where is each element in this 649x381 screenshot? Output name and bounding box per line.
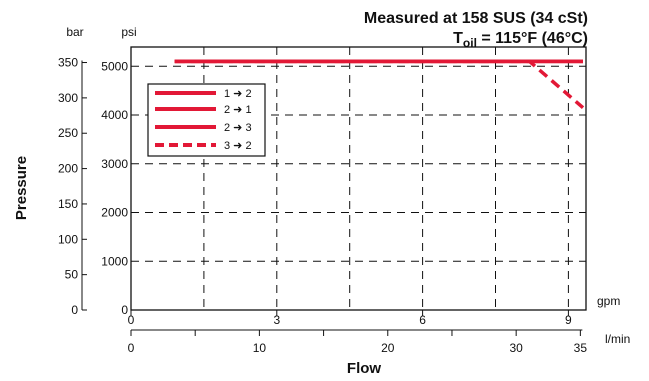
y-axis-title: Pressure — [13, 156, 30, 220]
lpm-unit-label: l/min — [605, 332, 630, 346]
title-line2-subscript: oil — [463, 36, 477, 50]
gpm-tick-label-0: 0 — [128, 313, 135, 327]
lpm-tick-label-20: 20 — [381, 341, 395, 355]
title-line2-prefix: T — [453, 30, 463, 47]
legend-box — [147, 83, 266, 157]
lpm-tick-label-30: 30 — [509, 341, 523, 355]
lpm-tick-label-35: 35 — [574, 341, 588, 355]
title-line2-rest: = 115°F (46°C) — [477, 30, 588, 47]
lpm-tick-label-10: 10 — [253, 341, 267, 355]
gpm-unit-label: gpm — [597, 294, 620, 308]
psi-tick-label-3000: 3000 — [101, 157, 128, 171]
psi-tick-label-5000: 5000 — [101, 59, 128, 73]
plot-frame — [130, 46, 587, 311]
bar-tick-label-350: 350 — [58, 56, 78, 70]
legend: 1 ➜ 2 2 ➜ 1 2 ➜ 3 3 ➜ 2 — [147, 83, 266, 157]
bar-unit-label: bar — [66, 25, 83, 39]
bar-tick-label-50: 50 — [65, 268, 79, 282]
bar-tick-label-0: 0 — [71, 303, 78, 317]
psi-tick-label-4000: 4000 — [101, 108, 128, 122]
bar-tick-label-100: 100 — [58, 232, 78, 246]
legend-label-1-2: 1 ➜ 2 — [224, 88, 252, 100]
psi-tick-label-2000: 2000 — [101, 206, 128, 220]
series-lines — [174, 59, 585, 110]
legend-label-2-3: 2 ➜ 3 — [224, 122, 252, 134]
bar-tick-label-300: 300 — [58, 91, 78, 105]
axis-ticks: 0100020003000400050000501001502002503003… — [58, 56, 587, 355]
bar-tick-label-200: 200 — [58, 162, 78, 176]
gpm-tick-label-9: 9 — [565, 313, 572, 327]
psi-unit-label: psi — [121, 25, 136, 39]
lpm-tick-label-0: 0 — [128, 341, 135, 355]
gpm-tick-label-6: 6 — [419, 313, 426, 327]
psi-tick-label-1000: 1000 — [101, 254, 128, 268]
x-axis-title: Flow — [347, 360, 381, 377]
legend-label-2-1: 2 ➜ 1 — [224, 104, 252, 116]
chart-title-line1: Measured at 158 SUS (34 cSt) — [364, 10, 588, 27]
gpm-tick-label-3: 3 — [273, 313, 280, 327]
bar-tick-label-250: 250 — [58, 126, 78, 140]
series-line-4 — [174, 59, 585, 110]
psi-tick-label-0: 0 — [121, 303, 128, 317]
bar-tick-label-150: 150 — [58, 197, 78, 211]
legend-label-3-2: 3 ➜ 2 — [224, 140, 252, 152]
